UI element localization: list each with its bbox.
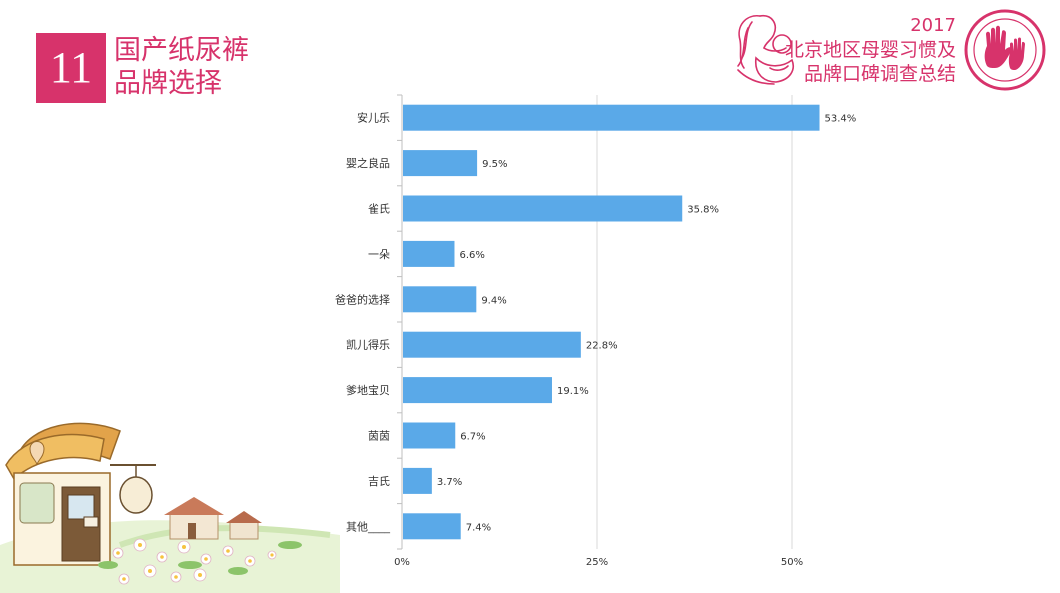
value-label: 3.7% (437, 477, 462, 488)
value-label: 6.6% (459, 250, 484, 261)
value-label: 9.4% (481, 295, 506, 306)
value-label: 35.8% (687, 205, 719, 216)
slide-title: 国产纸尿裤 品牌选择 (114, 34, 249, 100)
value-label: 7.4% (466, 522, 491, 533)
category-label: 吉氏 (368, 475, 390, 488)
grid-layer (397, 94, 793, 550)
slide-title-line2: 品牌选择 (114, 68, 222, 99)
value-label: 6.7% (460, 432, 485, 443)
value-label: 19.1% (557, 386, 589, 397)
slide-number: 11 (36, 33, 106, 103)
category-label: 其他____ (346, 520, 390, 533)
handprint-seal-icon (964, 9, 1046, 91)
report-title-line1: 北京地区母婴习惯及 (784, 39, 956, 61)
bar (403, 195, 683, 222)
bar (403, 104, 820, 131)
report-heading: 2017 北京地区母婴习惯及 品牌口碑调查总结 (785, 14, 956, 86)
bar (403, 331, 581, 358)
report-year: 2017 (910, 15, 956, 36)
bar (403, 513, 461, 540)
bar (403, 240, 455, 267)
x-tick-label: 50% (781, 557, 803, 568)
bar (403, 150, 478, 177)
x-tick-label: 0% (394, 557, 410, 568)
slide-title-line1: 国产纸尿裤 (114, 35, 249, 66)
category-label: 凯儿得乐 (346, 339, 390, 352)
category-label: 爸爸的选择 (335, 292, 390, 306)
category-label: 雀氏 (368, 203, 390, 216)
bar (403, 286, 477, 313)
category-label: 茵茵 (368, 430, 390, 443)
bar (403, 467, 432, 494)
value-label: 9.5% (482, 159, 507, 170)
category-label: 婴之良品 (346, 156, 390, 170)
category-label: 一朵 (368, 248, 390, 261)
bar (403, 377, 552, 404)
category-label: 安儿乐 (357, 111, 390, 125)
bars-layer (403, 104, 820, 540)
value-label: 22.8% (586, 341, 618, 352)
mother-baby-logo-icon (737, 14, 794, 85)
labels-layer: 0% 25% 50% 安儿乐 53.4% 婴之良品 9.5% 雀氏 35.8% 一朵 6.6% 爸爸的… (335, 111, 856, 568)
value-label: 53.4% (825, 114, 857, 125)
category-label: 爹地宝贝 (346, 383, 390, 397)
x-tick-label: 25% (586, 557, 608, 568)
bar (403, 422, 456, 449)
cottage-flowers-illustration (0, 422, 340, 593)
report-title-line2: 品牌口碑调查总结 (803, 63, 956, 85)
